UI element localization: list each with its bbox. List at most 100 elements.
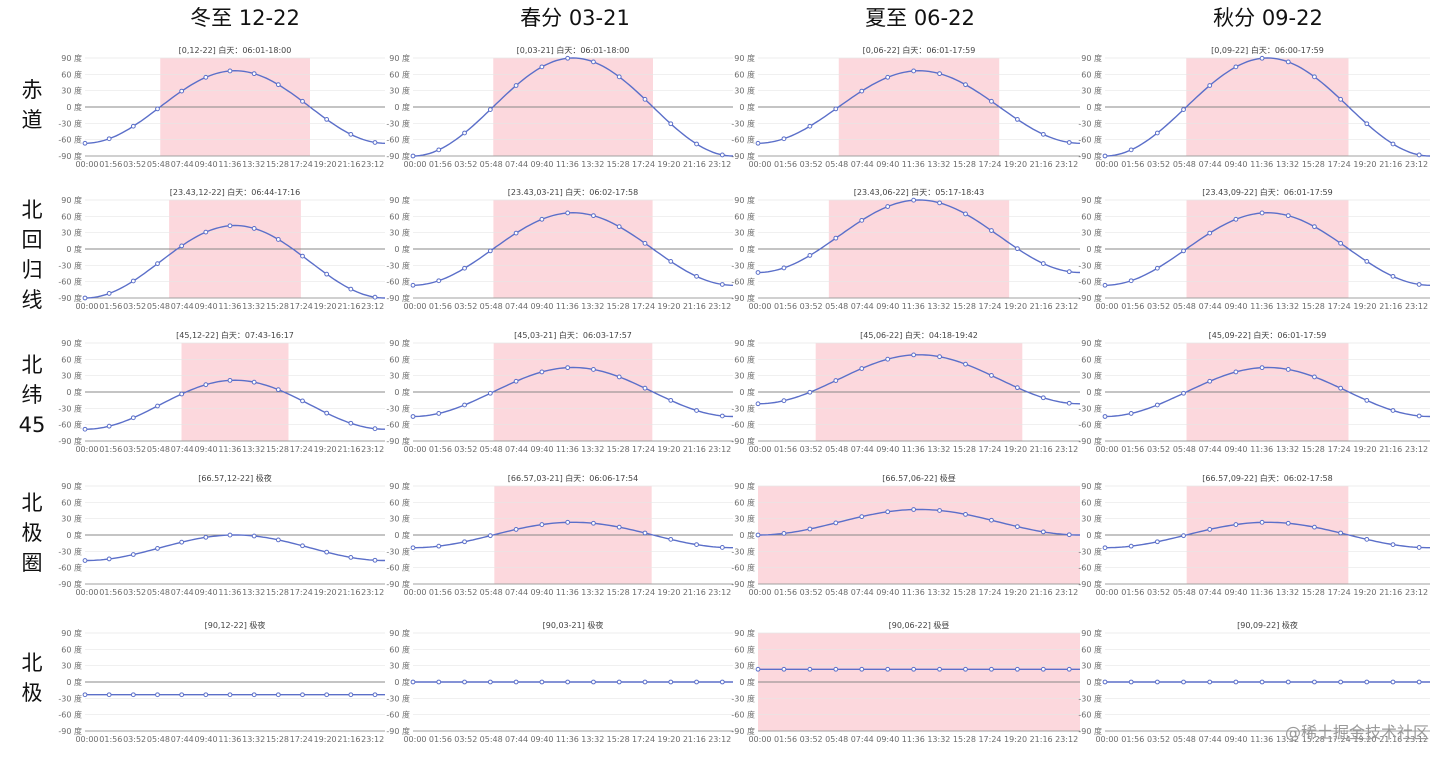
- panel-title: [0,03-21] 白天：06:01-18:00: [517, 45, 630, 55]
- panel-title: [23.43,12-22] 白天：06:44-17:16: [170, 187, 300, 197]
- data-point: [1285, 59, 1291, 65]
- x-tick-label: 09:40: [1224, 445, 1247, 454]
- x-tick-label: 23:12: [1405, 735, 1428, 744]
- data-point: [755, 532, 761, 538]
- x-tick-label: 05:48: [480, 302, 503, 311]
- data-point: [989, 666, 994, 672]
- row-label: 赤道: [10, 75, 54, 135]
- x-tick-label: 07:44: [1199, 735, 1222, 744]
- data-point: [989, 228, 994, 233]
- x-tick-label: 03:52: [454, 588, 477, 597]
- x-tick-label: 15:28: [953, 588, 976, 597]
- x-tick-label: 17:24: [1328, 302, 1351, 311]
- y-tick-label: -60 度: [731, 420, 755, 430]
- x-tick-label: 05:48: [825, 302, 848, 311]
- x-tick-label: 23:12: [361, 160, 384, 169]
- data-point: [539, 64, 545, 70]
- data-point: [203, 534, 209, 540]
- y-tick-label: -30 度: [58, 403, 82, 413]
- y-tick-label: -30 度: [731, 260, 755, 270]
- data-point: [1181, 679, 1186, 685]
- data-point: [963, 511, 968, 517]
- x-tick-label: 13:32: [242, 735, 265, 744]
- x-tick-label: 17:24: [632, 445, 655, 454]
- data-point: [911, 666, 917, 672]
- panel-title: [45,12-22] 白天：07:43-16:17: [176, 330, 294, 340]
- data-point: [1128, 278, 1134, 284]
- y-tick-label: 90 度: [61, 481, 82, 491]
- data-point: [1154, 539, 1160, 545]
- data-point: [1285, 367, 1291, 372]
- data-point: [719, 413, 725, 419]
- data-point: [989, 517, 994, 523]
- y-tick-label: 30 度: [1081, 514, 1102, 524]
- x-tick-label: 03:52: [123, 160, 146, 169]
- x-tick-label: 00:00: [748, 588, 771, 597]
- x-tick-label: 17:24: [290, 445, 313, 454]
- y-tick-label: 0 度: [739, 677, 755, 687]
- x-tick-label: 15:28: [266, 735, 289, 744]
- x-tick-label: 03:52: [800, 588, 823, 597]
- x-tick-label: 23:12: [1405, 588, 1428, 597]
- y-tick-label: 90 度: [389, 195, 410, 205]
- x-tick-label: 13:32: [927, 735, 950, 744]
- y-tick-label: 30 度: [389, 661, 410, 671]
- data-point: [1102, 282, 1108, 288]
- x-tick-label: 09:40: [876, 735, 899, 744]
- x-tick-label: 07:44: [171, 445, 194, 454]
- data-point: [833, 378, 839, 383]
- y-tick-label: -30 度: [386, 260, 410, 270]
- y-tick-label: 90 度: [734, 53, 755, 63]
- y-tick-label: -30 度: [731, 403, 755, 413]
- data-point: [1102, 414, 1108, 419]
- x-tick-label: 13:32: [581, 302, 604, 311]
- data-point: [1338, 96, 1344, 102]
- data-point: [885, 666, 891, 672]
- y-tick-label: -60 度: [731, 710, 755, 720]
- row-label-char: 极: [21, 521, 43, 545]
- y-tick-label: 90 度: [61, 338, 82, 348]
- data-point: [1014, 246, 1020, 252]
- data-point: [859, 514, 865, 520]
- data-point: [642, 679, 648, 685]
- y-tick-label: 90 度: [734, 481, 755, 491]
- x-tick-label: 23:12: [361, 445, 384, 454]
- data-point: [668, 258, 674, 264]
- y-tick-label: 0 度: [739, 102, 755, 112]
- y-tick-label: -90 度: [1078, 151, 1102, 161]
- data-point: [755, 140, 761, 146]
- x-tick-label: 23:12: [708, 588, 731, 597]
- y-tick-label: 0 度: [66, 387, 82, 397]
- y-tick-label: 0 度: [66, 244, 82, 254]
- x-tick-label: 19:20: [1353, 302, 1376, 311]
- data-point: [591, 520, 596, 526]
- data-point: [513, 378, 519, 384]
- y-tick-label: -30 度: [58, 118, 82, 128]
- data-point: [82, 295, 88, 301]
- data-point: [1040, 131, 1046, 137]
- x-tick-label: 23:12: [708, 445, 731, 454]
- y-tick-label: -60 度: [58, 135, 82, 145]
- x-tick-label: 13:32: [242, 588, 265, 597]
- data-point: [275, 387, 281, 393]
- data-point: [436, 278, 442, 284]
- x-tick-label: 15:28: [1302, 445, 1325, 454]
- x-tick-label: 01:56: [774, 302, 797, 311]
- elevation-series-line: [85, 534, 385, 562]
- data-point: [300, 398, 305, 404]
- x-tick-label: 19:20: [314, 445, 337, 454]
- x-tick-label: 21:16: [1030, 588, 1053, 597]
- x-tick-label: 13:32: [242, 160, 265, 169]
- y-tick-label: -90 度: [731, 726, 755, 736]
- panel-title: [0,12-22] 白天：06:01-18:00: [179, 45, 292, 55]
- data-point: [1259, 55, 1265, 61]
- panel-chart: 90 度 60 度 30 度 0 度 -30 度 -60 度 -90 度00:00 01:56…: [386, 330, 734, 454]
- data-point: [1312, 224, 1317, 230]
- data-point: [1066, 666, 1072, 672]
- x-tick-label: 13:32: [242, 302, 265, 311]
- y-tick-label: 90 度: [61, 195, 82, 205]
- data-point: [130, 415, 136, 421]
- x-tick-label: 09:40: [1224, 302, 1247, 311]
- y-tick-label: -60 度: [58, 277, 82, 287]
- row-label-char: 纬: [21, 383, 43, 407]
